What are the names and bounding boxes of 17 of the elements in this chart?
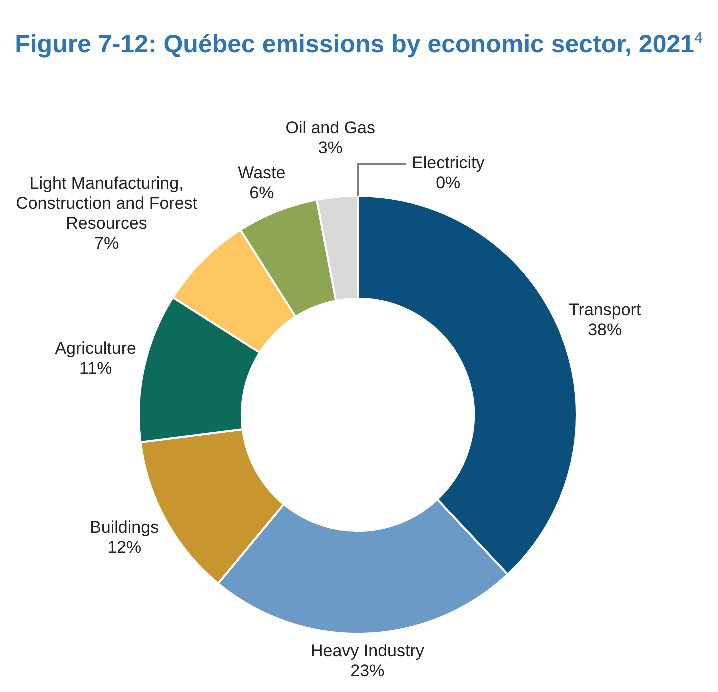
slice-label: Buildings [90,518,160,537]
data-label: 23% [350,662,385,681]
data-label: 11% [79,358,112,378]
data-label: 7% [94,234,120,254]
slice-label: Oil and Gas [286,118,376,138]
data-label: 38% [588,320,622,340]
data-label: 12% [108,538,142,557]
slice-label: Heavy Industry [310,642,425,661]
slice-label: Waste [238,164,286,183]
data-label: 3% [318,138,343,158]
chart-title: Figure 7-12: Québec emissions by economic sector, 2021$^{4}$ [14,29,704,60]
data-label: 6% [250,184,274,203]
slice-label: Light Manufacturing, Construction and Forest Resources [16,174,198,234]
text: 0% [436,174,461,193]
category-label: Electricity [412,154,485,173]
slice-label: Agriculture [55,338,136,358]
slice-label: Transport [569,300,642,320]
